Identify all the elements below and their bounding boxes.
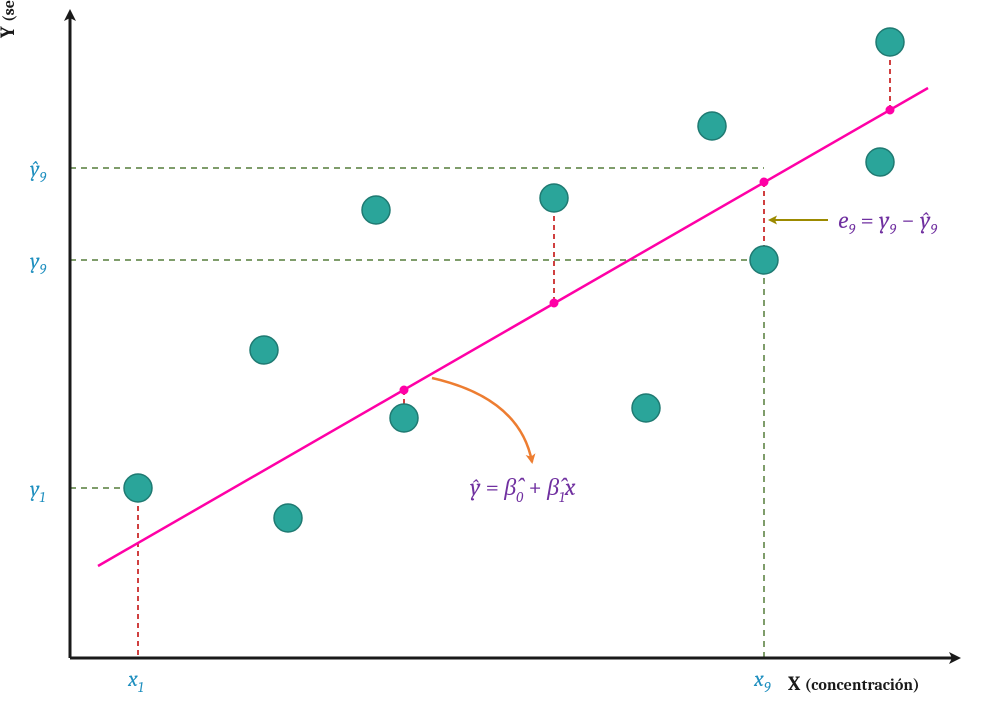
data-point xyxy=(632,394,660,422)
data-point xyxy=(250,336,278,364)
data-point xyxy=(750,246,778,274)
y-axis-label: Y (señal) xyxy=(0,0,19,39)
data-point xyxy=(390,404,418,432)
x-axis-label: X (concentración) xyxy=(788,672,920,695)
data-point xyxy=(698,112,726,140)
regression-equation: ŷ = β̂0 + β̂1x xyxy=(470,473,576,506)
residual-equation-text: e9 = y9 − ŷ9 xyxy=(838,206,937,238)
y-tick-label: ŷ9 xyxy=(30,156,46,186)
axes xyxy=(70,12,958,658)
data-point xyxy=(866,148,894,176)
data-point xyxy=(274,504,302,532)
residual-equation: e9 = y9 − ŷ9 xyxy=(838,206,937,238)
regression-equation-text: ŷ = β̂0 + β̂1x xyxy=(470,473,576,506)
data-point xyxy=(540,184,568,212)
x-tick-label: x9 xyxy=(753,666,771,696)
y-tick-label: y1 xyxy=(30,476,45,506)
data-points xyxy=(124,28,904,532)
equation-arrow xyxy=(432,378,532,462)
x-tick-label: x1 xyxy=(127,666,144,696)
y-tick-label: y9 xyxy=(30,248,46,278)
data-point xyxy=(124,474,152,502)
regression-scatter-chart: Y (señal) X (concentración) x1 x9 y1 y9 ŷ9 ŷ … xyxy=(0,0,984,706)
data-point xyxy=(876,28,904,56)
data-point xyxy=(362,196,390,224)
